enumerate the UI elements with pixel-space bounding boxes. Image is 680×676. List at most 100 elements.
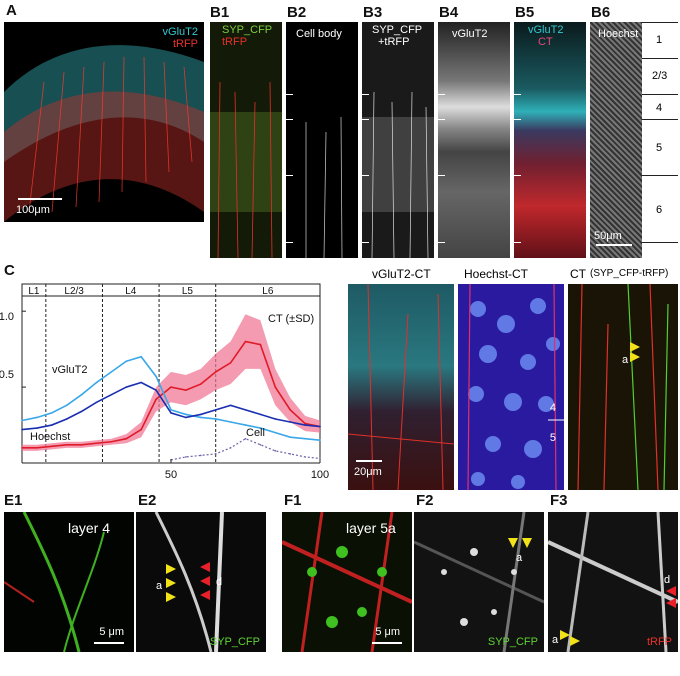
series-3-point-16	[259, 443, 262, 446]
layer-column: 1 2/3 4 5 6	[642, 22, 678, 258]
series-0-point-9	[155, 398, 157, 401]
panel-f3-micrograph	[548, 512, 678, 652]
panel-a-scale-bar	[18, 198, 62, 200]
panel-d2-image: 4 5	[458, 284, 564, 490]
panel-f1-micrograph	[282, 512, 412, 652]
panel-d3-title-sub: (SYP_CFP-tRFP)	[590, 268, 669, 279]
panel-a-micrograph	[4, 45, 204, 222]
series-2-point-8	[140, 381, 142, 384]
series-1-point-2	[51, 412, 53, 414]
panel-label-F1: F1	[284, 492, 302, 509]
panel-label-B3: B3	[363, 4, 383, 21]
panel-f2-channel-label: SYP_CFP	[487, 636, 538, 648]
panel-label-B6: B6	[591, 4, 611, 21]
series-2-point-4	[80, 410, 83, 413]
panel-b3-micrograph	[362, 91, 434, 258]
series-1-point-18	[289, 436, 292, 438]
series-label-ct: CT (±SD)	[268, 313, 314, 325]
panel-e1-image: layer 4 5 μm	[4, 512, 134, 652]
panel-b2-micrograph	[305, 116, 343, 258]
panel-label-B5: B5	[515, 4, 535, 21]
layer-header-4: L6	[262, 286, 274, 297]
panel-b4-image: vGluT2	[438, 22, 510, 258]
series-0-point-7	[125, 437, 128, 440]
series-3-point-11	[185, 456, 187, 458]
panel-a-scale-label: 100μm	[16, 204, 50, 216]
panel-b3-label-1: SYP_CFP	[372, 24, 423, 36]
panel-f2-a-label: a	[516, 552, 523, 564]
series-1-point-4	[80, 393, 83, 396]
series-1-point-16	[259, 427, 262, 429]
series-3-point-18	[289, 453, 292, 455]
panel-f3-a-label: a	[552, 634, 559, 646]
panel-d1-scale-label: 20μm	[354, 466, 382, 478]
panel-a-vglut2-label: vGluT2	[162, 26, 198, 38]
panel-label-E2: E2	[138, 492, 157, 509]
panel-f2-image: a SYP_CFP	[414, 512, 544, 652]
series-label-vglut2: vGluT2	[52, 364, 87, 376]
panel-label-E1: E1	[4, 492, 23, 509]
series-2-point-19	[304, 424, 306, 426]
layer-header-3: L5	[182, 286, 194, 297]
series-2-point-14	[229, 404, 232, 407]
panel-b5-image: vGluT2 CT	[514, 22, 586, 258]
panel-d3-image: a	[568, 284, 678, 490]
x-tick-label-100: 100	[311, 469, 329, 481]
series-2-point-0	[21, 428, 23, 431]
series-2-point-17	[274, 418, 277, 420]
panel-d1-image: 20μm	[348, 284, 454, 490]
series-3-point-12	[200, 454, 202, 457]
series-0-point-16	[259, 343, 262, 346]
series-0-point-5	[95, 442, 98, 445]
panel-e2-image: a d SYP_CFP	[136, 512, 266, 652]
series-2-point-16	[259, 413, 262, 416]
panel-e2-d-label: d	[216, 576, 223, 588]
series-line-3	[170, 438, 321, 461]
panel-label-B4: B4	[439, 4, 459, 21]
series-2-point-7	[125, 386, 128, 388]
panel-e2-micrograph	[154, 512, 224, 652]
series-1-point-20	[319, 439, 321, 442]
series-1-point-1	[36, 416, 38, 419]
panel-e1-scale-label: 5 μm	[99, 626, 124, 638]
series-2-point-1	[36, 427, 38, 429]
series-0-point-1	[36, 447, 38, 449]
series-0-point-15	[244, 340, 247, 343]
ct-sd-band	[22, 314, 320, 451]
series-1-point-12	[200, 416, 202, 419]
panel-b5-ct-label: CT	[538, 36, 553, 48]
series-0-point-12	[200, 383, 202, 385]
panel-d2-layer4-label: 4	[549, 402, 556, 414]
series-1-point-7	[125, 360, 128, 363]
panel-f3-d-label: d	[664, 574, 671, 586]
series-1-point-5	[95, 381, 98, 384]
series-2-point-3	[65, 418, 68, 420]
panel-f2-micrograph	[414, 512, 544, 652]
series-1-point-8	[140, 355, 142, 358]
series-3-point-19	[304, 456, 306, 458]
series-0-point-18	[289, 409, 292, 411]
panel-e1-layer-label: layer 4	[68, 520, 111, 536]
series-2-point-20	[319, 425, 321, 428]
panel-d2-micrograph	[467, 284, 564, 490]
series-0-point-2	[51, 445, 53, 448]
series-0-point-19	[304, 422, 306, 425]
layer-23-label: 2/3	[652, 70, 668, 82]
series-0-point-0	[21, 447, 23, 449]
series-0-point-6	[110, 440, 113, 443]
panel-e2-a-label: a	[156, 580, 163, 592]
layer-header-bar	[21, 283, 321, 297]
panel-f3-channel-label: tRFP	[646, 636, 672, 648]
x-tick-label-50: 50	[165, 469, 177, 481]
panel-f1-image: layer 5a 5 μm	[282, 512, 412, 652]
y-tick-label-10: 1.0	[0, 311, 14, 323]
panel-b6-scale-label: 50μm	[594, 230, 622, 242]
layer-4-label: 4	[656, 102, 663, 114]
series-2-point-18	[289, 421, 292, 423]
panel-label-B2: B2	[287, 4, 307, 21]
series-0-point-11	[185, 389, 187, 391]
series-3-point-14	[229, 447, 232, 449]
panel-e1-micrograph	[4, 512, 105, 652]
series-1-point-19	[304, 437, 306, 440]
series-3-point-20	[319, 457, 321, 460]
